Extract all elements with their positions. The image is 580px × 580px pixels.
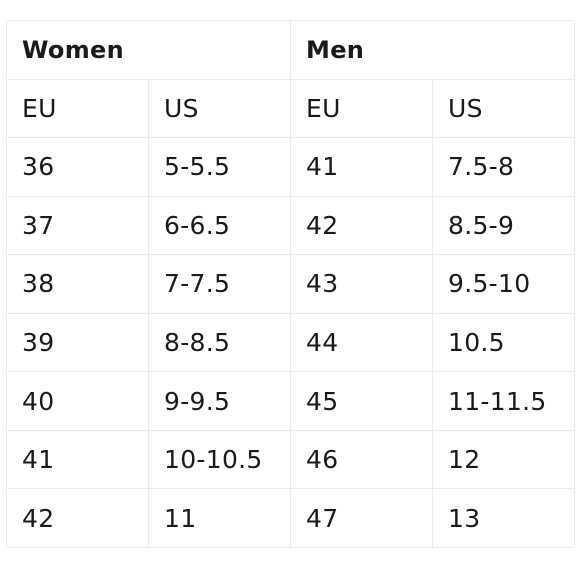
size-chart-body: Women Men EU US EU US 36 5-5.5 41 7.5-8 37 6-…: [5, 20, 576, 548]
men-eu-cell: 42: [290, 195, 434, 256]
women-us-cell: 5-5.5: [147, 137, 292, 197]
men-us-cell: 9.5-10: [432, 254, 576, 314]
men-eu-cell: 45: [290, 371, 434, 431]
men-us-cell: 13: [432, 488, 576, 548]
group-header-women: Women: [5, 20, 292, 80]
women-eu-cell: 40: [6, 371, 149, 431]
column-header-men-us: US: [432, 78, 576, 139]
men-eu-cell: 46: [290, 429, 434, 490]
men-eu-cell: 43: [290, 254, 434, 314]
table-row: 36 5-5.5 41 7.5-8: [6, 137, 576, 197]
women-us-cell: 6-6.5: [147, 195, 292, 256]
group-header-row: Women Men: [5, 20, 576, 80]
men-us-cell: 12: [432, 429, 576, 490]
women-eu-cell: 36: [6, 137, 149, 197]
table-row: 41 10-10.5 46 12: [6, 429, 576, 490]
table-row: 38 7-7.5 43 9.5-10: [6, 254, 576, 314]
women-us-cell: 11: [147, 488, 292, 548]
women-us-cell: 8-8.5: [147, 312, 292, 373]
group-header-men: Men: [290, 20, 576, 80]
table-row: 39 8-8.5 44 10.5: [6, 312, 576, 373]
women-eu-cell: 42: [6, 488, 149, 548]
men-eu-cell: 44: [290, 312, 434, 373]
men-us-cell: 11-11.5: [432, 371, 576, 431]
men-us-cell: 10.5: [432, 312, 576, 373]
column-header-women-eu: EU: [6, 78, 149, 139]
column-header-women-us: US: [147, 78, 292, 139]
size-chart-table: Women Men EU US EU US 36 5-5.5 41 7.5-8 37 6-…: [5, 20, 576, 548]
column-header-men-eu: EU: [290, 78, 434, 139]
women-eu-cell: 38: [6, 254, 149, 314]
women-us-cell: 7-7.5: [147, 254, 292, 314]
women-eu-cell: 37: [6, 195, 149, 256]
men-eu-cell: 47: [290, 488, 434, 548]
women-eu-cell: 41: [6, 429, 149, 490]
table-row: 37 6-6.5 42 8.5-9: [6, 195, 576, 256]
column-header-row: EU US EU US: [6, 78, 576, 139]
women-us-cell: 10-10.5: [147, 429, 292, 490]
table-row: 40 9-9.5 45 11-11.5: [6, 371, 576, 431]
men-us-cell: 7.5-8: [432, 137, 576, 197]
table-row: 42 11 47 13: [6, 488, 576, 548]
women-us-cell: 9-9.5: [147, 371, 292, 431]
men-us-cell: 8.5-9: [432, 195, 576, 256]
women-eu-cell: 39: [6, 312, 149, 373]
men-eu-cell: 41: [290, 137, 434, 197]
